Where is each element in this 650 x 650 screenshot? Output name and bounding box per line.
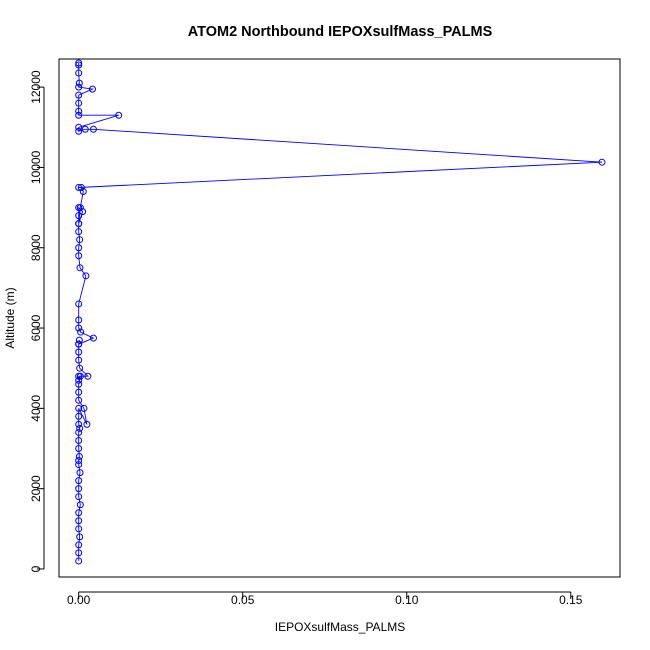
data-point [75,91,83,99]
data-point [75,336,83,344]
data-point [75,123,83,131]
data-point [76,424,84,432]
data-point [75,493,83,501]
data-point [75,79,83,87]
data-point [75,183,83,191]
y-tick-label: 0 [29,565,43,572]
data-point [76,469,84,477]
data-point [89,125,97,133]
data-point [75,244,83,252]
data-point [84,372,92,380]
y-tick-label: 2000 [29,475,43,502]
x-tick-label: 0.10 [395,593,419,607]
data-point [75,445,83,453]
data-point [76,533,84,541]
plot-frame [58,58,621,578]
y-tick-label: 6000 [29,314,43,341]
data-point [75,461,83,469]
data-point [75,300,83,308]
data-point [80,404,88,412]
data-point [75,107,83,115]
data-point [75,420,83,428]
y-axis: 0 2000 4000 6000 8000 10000 12000 [29,70,45,572]
data-point [75,127,83,135]
data-point [75,324,83,332]
data-point [75,477,83,485]
data-point [598,158,606,166]
data-point [75,396,83,404]
data-point [76,364,84,372]
data-point [76,264,84,272]
data-point [75,340,83,348]
y-tick-label: 8000 [29,234,43,261]
data-point [79,208,87,216]
data-point [75,99,83,107]
chart-title: ATOM2 Northbound IEPOXsulfMass_PALMS [188,24,493,40]
data-point [75,348,83,356]
data-point [88,85,96,93]
data-point [75,509,83,517]
data-point [75,61,83,69]
x-tick-label: 0.00 [67,593,91,607]
data-point [77,183,85,191]
data-point [75,428,83,436]
data-point [77,328,85,336]
x-tick-label: 0.05 [231,593,255,607]
data-point [76,236,84,244]
data-point [76,501,84,509]
series-line [78,63,603,561]
data-point [75,517,83,525]
data-point [75,316,83,324]
data-point [75,252,83,260]
data-point [75,111,83,119]
data-point [75,220,83,228]
data-point [79,188,87,196]
data-point [76,204,84,212]
data-point [75,525,83,533]
data-point [82,272,90,280]
data-point [75,228,83,236]
data-point [75,388,83,396]
data-point [75,404,83,412]
data-point [75,549,83,557]
data-point [83,420,91,428]
y-tick-label: 12000 [29,70,43,104]
data-point [75,376,83,384]
data-point [75,380,83,388]
y-tick-label: 10000 [29,150,43,184]
data-point [75,59,83,67]
data-point [75,212,83,220]
x-axis-label: IEPOXsulfMass_PALMS [275,620,406,634]
data-point [75,436,83,444]
data-point [75,557,83,565]
x-axis: 0.00 0.05 0.10 0.15 [67,591,583,607]
y-axis-label: Altitude (m) [3,287,17,348]
data-point [115,111,123,119]
data-point [75,83,83,91]
data-series [75,59,606,565]
data-point [75,485,83,493]
data-point [75,69,83,77]
x-tick-label: 0.15 [559,593,583,607]
data-point [89,334,97,342]
data-point [75,356,83,364]
data-point [75,457,83,465]
data-point [75,541,83,549]
data-point [75,453,83,461]
y-tick-label: 4000 [29,395,43,422]
data-point [81,125,89,133]
data-point [75,372,83,380]
data-point [75,412,83,420]
